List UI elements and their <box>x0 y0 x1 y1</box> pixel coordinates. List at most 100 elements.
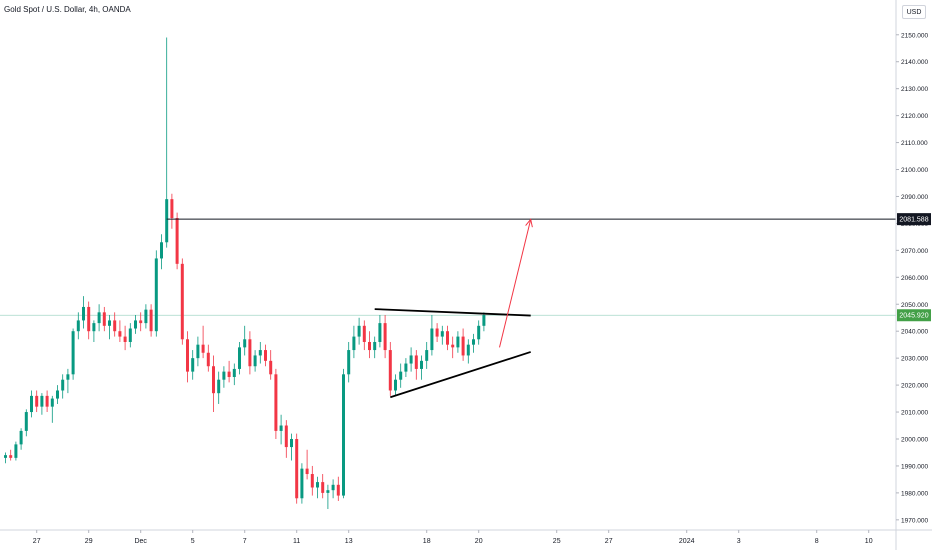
candle-up[interactable] <box>238 347 241 369</box>
candle-up[interactable] <box>404 363 408 372</box>
time-axis[interactable]: 2729Dec57111318202527202438101 <box>0 529 932 545</box>
upper-triangle-trendline[interactable] <box>374 308 531 317</box>
candle-down[interactable] <box>149 309 153 332</box>
candle-up[interactable] <box>258 350 262 356</box>
candle-down[interactable] <box>87 306 91 332</box>
candle-down[interactable] <box>362 325 366 342</box>
candle-up[interactable] <box>232 368 236 378</box>
candle-up[interactable] <box>378 323 382 342</box>
candle-down[interactable] <box>310 474 314 488</box>
candle-down[interactable] <box>383 323 387 351</box>
candle-up[interactable] <box>97 312 101 324</box>
candle-down[interactable] <box>388 350 392 391</box>
candle-up[interactable] <box>409 355 413 364</box>
candle-up[interactable] <box>420 360 423 369</box>
candle-up[interactable] <box>430 328 434 351</box>
candle-up[interactable] <box>108 320 111 326</box>
candle-down[interactable] <box>414 355 418 369</box>
candle-up[interactable] <box>61 379 65 391</box>
candle-up[interactable] <box>222 371 226 380</box>
candle-up[interactable] <box>24 412 28 431</box>
candle-down[interactable] <box>113 320 117 332</box>
candle-up[interactable] <box>144 309 148 324</box>
candle-up[interactable] <box>279 425 283 431</box>
candle-up[interactable] <box>357 325 361 337</box>
candle-up[interactable] <box>14 444 18 458</box>
candle-down[interactable] <box>123 336 127 342</box>
candle-up[interactable] <box>425 350 429 361</box>
candle-up[interactable] <box>456 336 460 348</box>
candle-up[interactable] <box>76 320 80 332</box>
candle-down[interactable] <box>435 328 439 337</box>
candle-up[interactable] <box>253 355 257 367</box>
candle-down[interactable] <box>451 344 455 348</box>
candle-down[interactable] <box>212 366 215 394</box>
candle-down[interactable] <box>170 199 174 219</box>
candle-up[interactable] <box>326 490 330 493</box>
candle-down[interactable] <box>206 352 210 367</box>
candle-up[interactable] <box>160 242 163 259</box>
candle-down[interactable] <box>45 395 49 407</box>
candle-down[interactable] <box>186 339 189 372</box>
price-axis[interactable]: 1970.000 1980.000 1990.000 2000.000 2010.000… <box>895 0 931 550</box>
candle-up[interactable] <box>217 379 221 394</box>
lower-triangle-trendline[interactable] <box>390 351 531 399</box>
candle-up[interactable] <box>394 379 397 391</box>
candle-up[interactable] <box>82 306 85 321</box>
candle-down[interactable] <box>264 350 267 361</box>
candle-up[interactable] <box>128 328 132 342</box>
candle-up[interactable] <box>92 323 96 332</box>
candle-up[interactable] <box>243 339 247 348</box>
candle-down[interactable] <box>180 263 184 340</box>
projection-arrow[interactable] <box>499 219 532 348</box>
candle-down[interactable] <box>446 331 449 345</box>
candle-up[interactable] <box>4 455 7 458</box>
candle-up[interactable] <box>40 395 44 407</box>
candle-down[interactable] <box>9 455 13 458</box>
candle-up[interactable] <box>472 339 475 345</box>
candle-up[interactable] <box>373 341 377 351</box>
candle-up[interactable] <box>347 350 351 375</box>
currency-unit-button[interactable]: USD <box>902 5 926 19</box>
candle-up[interactable] <box>399 371 403 380</box>
candle-down[interactable] <box>305 468 309 475</box>
candle-up[interactable] <box>316 482 319 488</box>
candle-down[interactable] <box>201 344 205 353</box>
candle-up[interactable] <box>30 395 33 413</box>
candle-up[interactable] <box>482 315 486 326</box>
candle-up[interactable] <box>19 430 23 445</box>
candle-up[interactable] <box>342 374 345 496</box>
plot-area[interactable] <box>0 37 896 510</box>
candle-down[interactable] <box>336 484 340 496</box>
candle-down[interactable] <box>284 425 288 448</box>
candle-up[interactable] <box>477 325 481 340</box>
candle-up[interactable] <box>191 358 195 372</box>
candle-up[interactable] <box>134 320 137 329</box>
candle-up[interactable] <box>66 374 70 380</box>
candle-up[interactable] <box>331 484 335 491</box>
candle-down[interactable] <box>269 360 273 375</box>
candle-up[interactable] <box>196 344 200 359</box>
candle-down[interactable] <box>102 312 106 326</box>
candle-up[interactable] <box>466 344 470 356</box>
candle-up[interactable] <box>154 258 158 332</box>
candle-down[interactable] <box>139 320 143 324</box>
candle-down[interactable] <box>461 336 465 356</box>
candle-down[interactable] <box>368 341 371 351</box>
candle-up[interactable] <box>165 199 169 243</box>
candle-down[interactable] <box>321 482 325 493</box>
candle-up[interactable] <box>56 390 59 399</box>
candle-up[interactable] <box>300 468 304 499</box>
candle-down[interactable] <box>227 371 231 378</box>
candle-up[interactable] <box>290 438 293 448</box>
candle-down[interactable] <box>274 374 278 431</box>
candle-up[interactable] <box>50 398 54 407</box>
candle-down[interactable] <box>295 438 299 499</box>
candle-down[interactable] <box>248 339 252 367</box>
candle-up[interactable] <box>352 336 356 351</box>
candle-up[interactable] <box>440 331 444 337</box>
candle-down[interactable] <box>35 395 39 407</box>
candle-up[interactable] <box>71 331 75 375</box>
candle-down[interactable] <box>175 218 179 264</box>
